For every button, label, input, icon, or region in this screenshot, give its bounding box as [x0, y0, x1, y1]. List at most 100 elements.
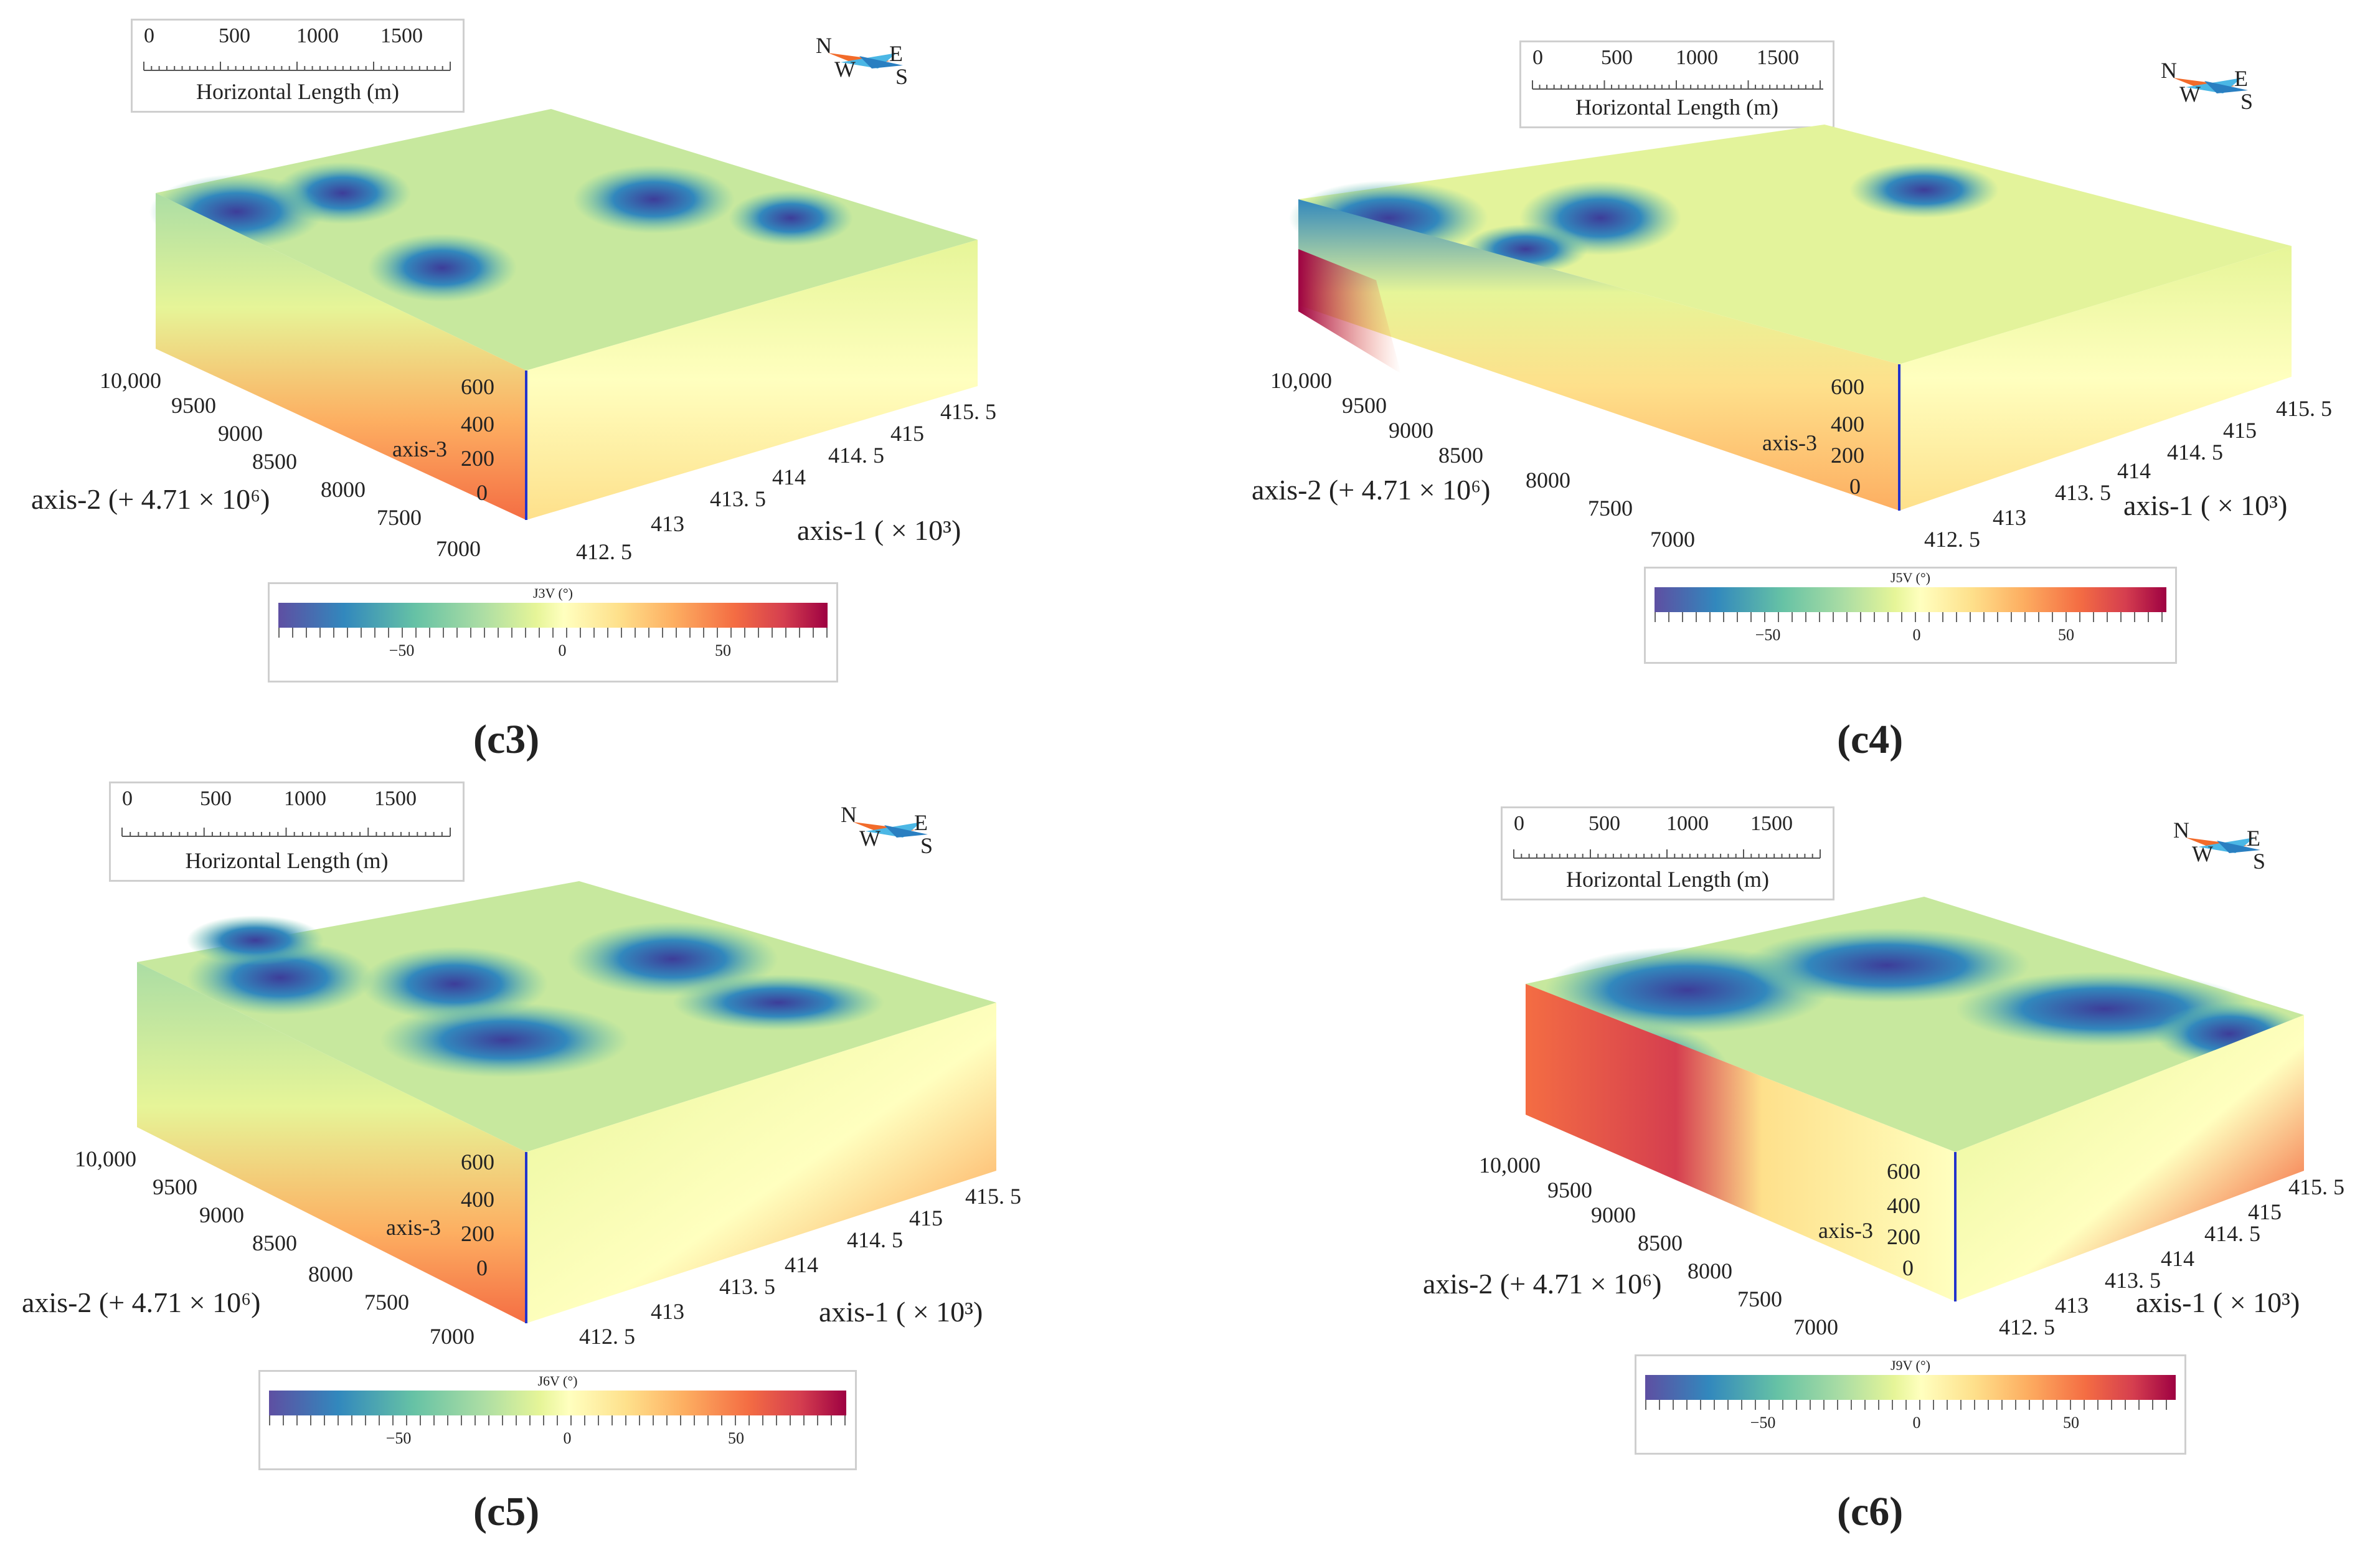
caption-c4: (c4)	[1837, 717, 1904, 762]
label-text: 10,000	[75, 1146, 136, 1171]
label-text: axis-1 ( × 10³)	[819, 1296, 983, 1328]
label-text: 0	[1849, 474, 1861, 499]
label-text: 9000	[218, 421, 263, 446]
label-text: 9500	[171, 393, 216, 418]
label-text: S	[2240, 89, 2254, 114]
label-text: 8000	[1526, 468, 1570, 493]
label-text: 7000	[1650, 527, 1695, 552]
label-text: 7500	[1737, 1287, 1782, 1311]
label-text: 7500	[1588, 496, 1633, 521]
label-text: 500	[1601, 46, 1633, 69]
label-text: 1500	[1757, 46, 1799, 69]
label-text: N	[816, 33, 832, 58]
label-text: 7000	[436, 536, 481, 561]
label-text: 415. 5	[2288, 1174, 2344, 1199]
label-text: 400	[1831, 412, 1864, 437]
label-text: 8500	[1638, 1230, 1683, 1255]
label-text: N	[2161, 58, 2177, 83]
label-text: 400	[461, 1187, 494, 1212]
label-text: 0	[1514, 812, 1524, 835]
label-text: 413	[1993, 505, 2026, 530]
axis1-label: axis-1 ( × 10³)	[797, 514, 961, 546]
label-text: 413. 5	[719, 1274, 775, 1299]
label-text: 0	[1912, 1414, 1921, 1432]
label-text: J5V (°)	[1890, 570, 1930, 585]
label-text: W	[2179, 82, 2201, 106]
label-text: 415. 5	[940, 399, 996, 424]
label-text: 10,000	[100, 368, 161, 393]
label-text: W	[859, 826, 880, 851]
label-text: −50	[1755, 626, 1781, 644]
label-text: 9500	[1342, 393, 1387, 418]
axis3-label: axis-3	[392, 437, 447, 461]
label-text: 600	[461, 374, 494, 399]
label-text: 50	[728, 1429, 744, 1447]
label-text: axis-2 (+ 4.71 × 10⁶)	[1252, 474, 1491, 506]
colorbar: J9V (°) −50 0 50	[1635, 1354, 2186, 1455]
label-text: axis-3	[1818, 1218, 1873, 1243]
label-text: axis-3	[1762, 430, 1817, 455]
label-text: Horizontal Length (m)	[1575, 95, 1778, 120]
label-text: E	[889, 41, 903, 66]
label-text: 600	[1831, 374, 1864, 399]
label-text: 50	[715, 641, 731, 659]
block-diagram-c4	[1289, 125, 2292, 511]
label-text: 414. 5	[2204, 1221, 2260, 1246]
label-text: 8500	[1438, 443, 1483, 468]
label-text: 500	[1589, 812, 1620, 835]
label-text: 9500	[153, 1174, 197, 1199]
label-text: 200	[1831, 443, 1864, 468]
label-text: 1000	[1676, 46, 1718, 69]
scale-bar-label: Horizontal Length (m)	[196, 79, 399, 104]
label-text: axis-1 ( × 10³)	[2123, 489, 2288, 521]
label-text: W	[834, 57, 856, 82]
label-text: 8000	[321, 477, 366, 502]
label-text: 400	[1887, 1193, 1920, 1218]
label-text: 413. 5	[2055, 480, 2111, 505]
label-text: N	[841, 802, 857, 827]
caption-c3: (c3)	[473, 717, 540, 762]
block-diagram-c6	[1526, 897, 2304, 1301]
label-text: 413. 5	[710, 486, 766, 511]
label-text: 8000	[308, 1262, 353, 1287]
label-text: 415	[909, 1206, 943, 1230]
scale-bar: 0 500 1000 1500 Horizontal Length (m)	[109, 782, 465, 882]
label-text: N	[2173, 818, 2189, 843]
label-text: 8000	[1688, 1259, 1732, 1283]
scale-bar: 0 500 1000 1500 Horizontal Length (m)	[1519, 40, 1834, 128]
label-text: 0	[1902, 1255, 1914, 1280]
axis2-label: axis-2 (+ 4.71 × 10⁶)	[31, 483, 270, 515]
label-text: 414. 5	[847, 1227, 903, 1252]
label-text: Horizontal Length (m)	[1566, 867, 1769, 892]
label-text: 7000	[1793, 1315, 1838, 1339]
caption-c6: (c6)	[1837, 1489, 1904, 1534]
label-text: 0	[563, 1429, 572, 1447]
label-text: 413. 5	[2105, 1268, 2161, 1293]
label-text: 1500	[380, 24, 423, 47]
label-text: 0	[1912, 626, 1921, 644]
label-text: 50	[2058, 626, 2074, 644]
colorbar: J5V (°) −50 0 50	[1644, 567, 2177, 664]
label-text: 400	[461, 412, 494, 437]
label-text: S	[920, 833, 933, 858]
label-text: 600	[461, 1150, 494, 1174]
label-text: 7500	[377, 505, 422, 530]
label-text: axis-3	[386, 1215, 441, 1240]
label-text: axis-1 ( × 10³)	[2136, 1287, 2300, 1318]
label-text: 412. 5	[1924, 527, 1980, 552]
label-text: 9000	[1389, 418, 1433, 443]
label-text: 500	[219, 24, 250, 47]
label-text: 50	[2063, 1414, 2079, 1432]
label-text: 413	[2055, 1293, 2089, 1318]
label-text: 412. 5	[576, 539, 632, 564]
label-text: 9500	[1547, 1178, 1592, 1202]
label-text: 414	[2117, 458, 2151, 483]
label-text: axis-2 (+ 4.71 × 10⁶)	[1423, 1268, 1662, 1300]
label-text: 10,000	[1270, 368, 1332, 393]
label-text: −50	[1750, 1414, 1776, 1432]
label-text: J9V (°)	[1890, 1358, 1930, 1373]
